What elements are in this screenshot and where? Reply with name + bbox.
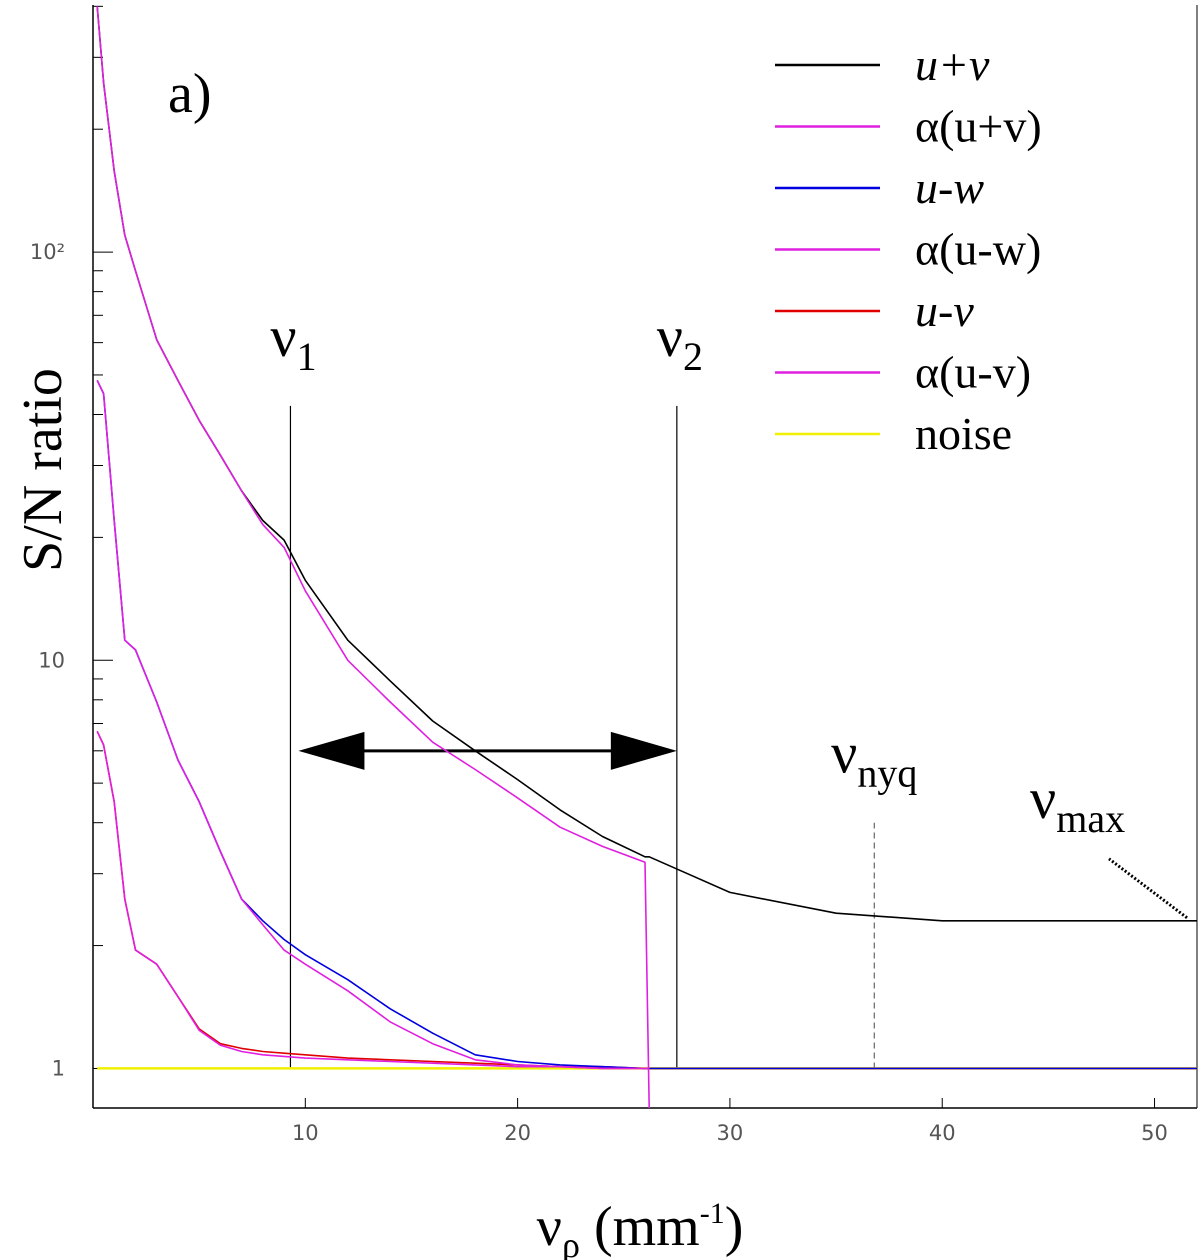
x-tick-label: 20 <box>504 1121 531 1145</box>
marker-symbol: ν <box>270 304 296 369</box>
legend-label: α(u+v) <box>915 101 1042 152</box>
x-axis-label: νρ (mm-1) <box>537 1196 744 1260</box>
marker-sub: 1 <box>297 334 317 379</box>
marker-label: νnyq <box>831 721 917 796</box>
x-label-sup: -1 <box>700 1197 725 1230</box>
x-label-part: ν <box>537 1196 562 1258</box>
max-label: νmax <box>1030 766 1125 841</box>
legend-label: u-w <box>915 162 984 213</box>
x-label-sub: ρ <box>562 1225 580 1260</box>
marker-sub: nyq <box>857 751 917 796</box>
x-tick-label: 10 <box>292 1121 319 1145</box>
panel-label: a) <box>168 63 212 125</box>
series-line <box>96 6 650 1109</box>
y-tick-label: 10 <box>38 648 65 672</box>
marker-symbol: ν <box>657 304 683 369</box>
legend-label: α(u-w) <box>915 224 1041 275</box>
x-label-part: (mm <box>580 1196 700 1258</box>
legend-label: noise <box>915 408 1012 459</box>
marker-symbol: ν <box>831 721 857 786</box>
marker-label: ν2 <box>657 304 703 379</box>
arrow-head <box>298 731 365 770</box>
series-line <box>96 380 650 1070</box>
legend-label: α(u-v) <box>915 347 1031 398</box>
marker-label: ν1 <box>270 304 316 379</box>
x-label-part: ) <box>725 1196 744 1258</box>
legend-label: u+v <box>915 39 990 90</box>
y-tick-label: 1 <box>52 1056 65 1080</box>
y-axis-label: S/N ratio <box>12 368 74 572</box>
max-sub: max <box>1056 796 1125 841</box>
marker-sub: 2 <box>683 334 703 379</box>
x-tick-label: 50 <box>1141 1121 1168 1145</box>
y-tick-label: 10² <box>30 240 65 264</box>
arrow-head <box>610 731 677 770</box>
x-tick-label: 30 <box>717 1121 744 1145</box>
max-pointer <box>1108 857 1188 919</box>
series-line <box>96 730 650 1070</box>
x-tick-label: 40 <box>929 1121 956 1145</box>
max-symbol: ν <box>1030 766 1056 831</box>
legend-label: u-v <box>915 285 974 336</box>
